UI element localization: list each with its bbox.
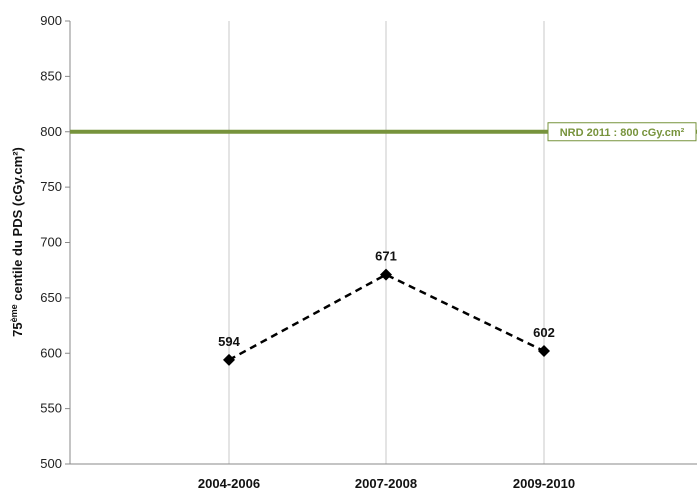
y-axis-ticks: 500 550 600 650 700 750 800 850 900 xyxy=(40,13,70,471)
y-tick-label-550: 550 xyxy=(40,401,62,416)
data-point-1 xyxy=(223,353,235,366)
x-tick-label-1: 2004-2006 xyxy=(198,476,260,491)
x-tick-label-3: 2009-2010 xyxy=(513,476,575,491)
reference-label-box xyxy=(547,122,697,142)
y-tick-label-650: 650 xyxy=(40,290,62,305)
x-tick-label-2: 2007-2008 xyxy=(355,476,417,491)
reference-label: NRD 2011 : 800 cGy.cm² xyxy=(560,127,685,139)
data-label-3: 602 xyxy=(533,325,555,340)
y-axis-label: 75ème centile du PDS (cGy.cm²) xyxy=(9,147,25,337)
y-tick-label-800: 800 xyxy=(40,124,62,139)
gridlines xyxy=(228,21,545,464)
y-tick-label-750: 750 xyxy=(40,179,62,194)
y-tick-label-850: 850 xyxy=(40,68,62,83)
y-tick-label-700: 700 xyxy=(40,235,62,250)
reference-line-group: NRD 2011 : 800 cGy.cm² xyxy=(70,122,697,142)
x-axis-ticks: 2004-2006 2007-2008 2009-2010 xyxy=(198,476,575,491)
data-point-2 xyxy=(380,268,392,281)
y-tick-label-600: 600 xyxy=(40,345,62,360)
y-tick-label-900: 900 xyxy=(40,13,62,28)
axes xyxy=(69,21,697,465)
y-tick-label-500: 500 xyxy=(40,456,62,471)
data-label-1: 594 xyxy=(218,334,240,349)
data-label-2: 671 xyxy=(375,249,397,264)
data-point-3 xyxy=(538,345,550,358)
series-group: 594 671 602 xyxy=(218,249,555,366)
